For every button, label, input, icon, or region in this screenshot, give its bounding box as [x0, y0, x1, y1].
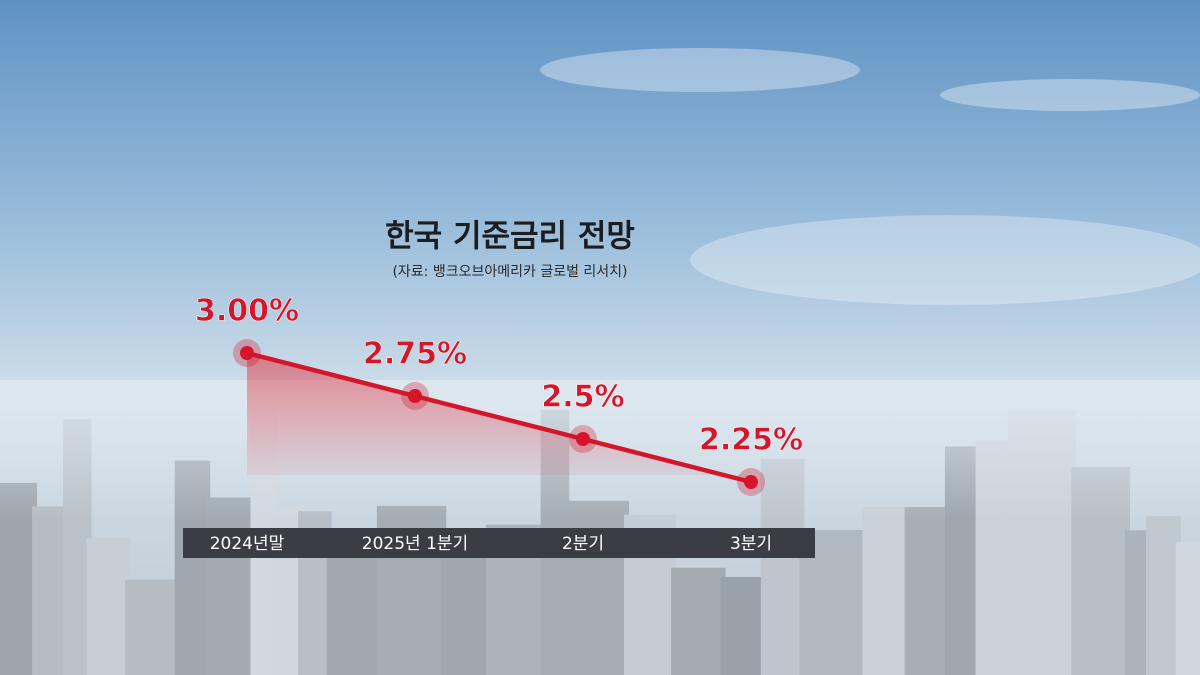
data-label: 2.25%	[699, 423, 803, 458]
point	[744, 475, 758, 489]
data-label: 2.5%	[541, 380, 624, 415]
category-bar	[183, 528, 815, 558]
building	[1146, 516, 1181, 675]
cloud	[940, 79, 1200, 111]
building	[326, 538, 382, 675]
cloud	[540, 48, 860, 92]
chart-subtitle: (자료: 뱅크오브아메리카 글로벌 리서치)	[392, 264, 627, 280]
building	[32, 506, 69, 675]
building	[1175, 541, 1200, 675]
building	[862, 507, 910, 675]
building	[86, 538, 131, 675]
building	[125, 579, 180, 675]
cloud	[690, 215, 1200, 305]
line	[246, 350, 752, 485]
building	[904, 507, 950, 675]
building	[564, 500, 630, 675]
x-tick-label: 2분기	[562, 534, 604, 554]
x-tick-label: 3분기	[730, 534, 772, 554]
building	[671, 567, 726, 675]
plot: 3.00% 2024년말 2.75% 2025년 1분기 2.5% 2분기 2.25% 3분기	[195, 293, 804, 554]
data-label: 3.00%	[195, 294, 299, 329]
building	[720, 576, 766, 675]
x-tick-label: 2025년 1분기	[362, 534, 468, 554]
data-label: 2.75%	[363, 337, 467, 372]
point	[576, 432, 590, 446]
point	[408, 389, 422, 403]
chart-title: 한국 기준금리 전망	[385, 219, 635, 255]
building	[205, 497, 256, 675]
point	[240, 346, 254, 360]
x-tick-label: 2024년말	[210, 534, 285, 554]
